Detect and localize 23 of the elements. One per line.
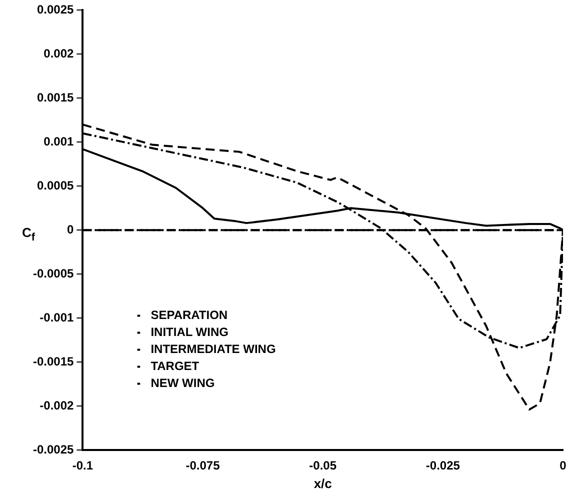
y-tick-label: 0 <box>67 222 74 236</box>
x-tick-label: -0.1 <box>72 458 94 473</box>
legend-label: INITIAL WING <box>150 325 228 340</box>
legend-label: NEW WING <box>150 376 215 390</box>
y-tick-label: 0.001 <box>44 134 74 148</box>
y-tick-label: 0.0015 <box>36 90 74 104</box>
x-tick-label: -0.05 <box>309 458 337 473</box>
legend-label: INTERMEDIATE WING <box>150 342 276 356</box>
y-tick-label: 0.002 <box>44 46 74 60</box>
x-tick-label: -0.075 <box>186 458 220 473</box>
x-axis-title: x/c <box>314 476 332 491</box>
y-tick-label: -0.0015 <box>32 354 74 368</box>
y-axis-title: C$_{f}$ <box>22 225 35 244</box>
y-tick-label: -0.0025 <box>32 442 74 456</box>
y-tick-label: 0.0025 <box>36 2 74 17</box>
y-tick-label: -0.002 <box>40 398 74 412</box>
legend-label: TARGET <box>150 359 200 374</box>
y-tick-label: 0.0005 <box>36 178 74 192</box>
x-tick-label: 0 <box>560 458 567 473</box>
y-tick-label: -0.001 <box>40 310 74 324</box>
y-tick-label: -0.0005 <box>32 266 74 280</box>
legend-label: SEPARATION <box>150 308 228 322</box>
x-tick-label: -0.025 <box>426 458 460 473</box>
